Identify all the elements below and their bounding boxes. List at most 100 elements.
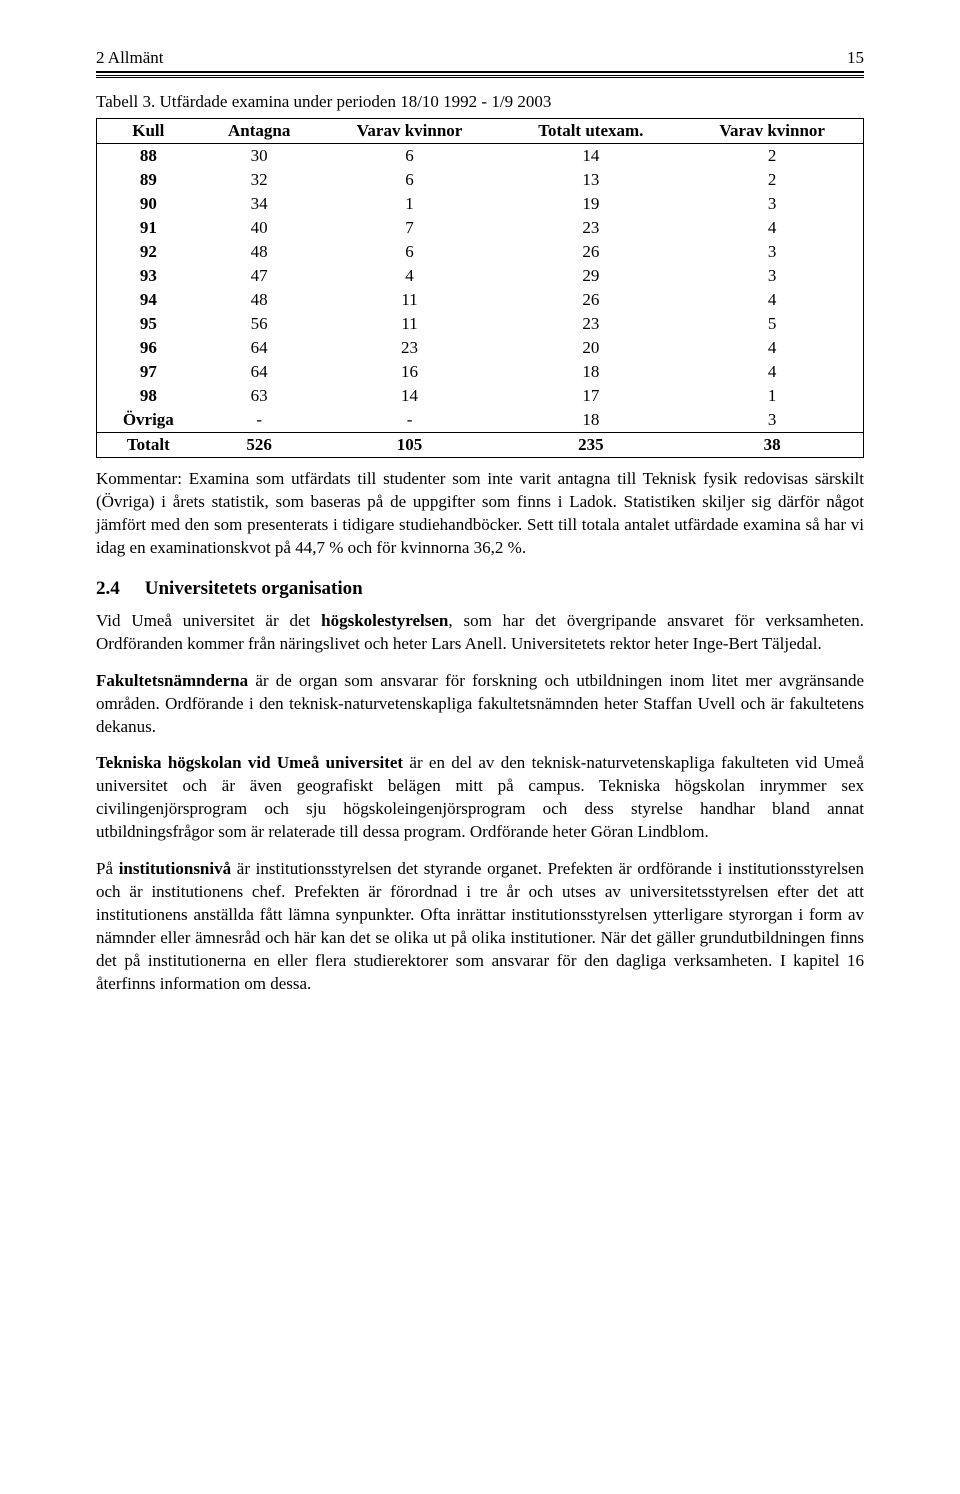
col-totalt-utexam: Totalt utexam. — [500, 119, 681, 144]
table-cell: 96 — [97, 336, 200, 360]
table-row: 944811264 — [97, 288, 863, 312]
table-cell: 63 — [200, 384, 319, 408]
document-page: 2 Allmänt 15 Tabell 3. Utfärdade examina… — [0, 0, 960, 1070]
table-cell: 23 — [500, 216, 681, 240]
col-varav-kvinnor-2: Varav kvinnor — [681, 119, 863, 144]
table-cell: 11 — [319, 312, 501, 336]
table-cell: Övriga — [97, 408, 200, 433]
table-cell: 4 — [681, 216, 863, 240]
table-cell: 11 — [319, 288, 501, 312]
section-number: 2.4 — [96, 578, 140, 600]
col-kull: Kull — [97, 119, 200, 144]
table-cell: 1 — [319, 192, 501, 216]
table-cell: 4 — [681, 288, 863, 312]
table-cell: 14 — [500, 144, 681, 169]
table-cell: 5 — [681, 312, 863, 336]
table-cell: 89 — [97, 168, 200, 192]
table-body: 8830614289326132903411939140723492486263… — [97, 144, 863, 433]
table-cell: 4 — [681, 360, 863, 384]
table-cell: 13 — [500, 168, 681, 192]
table-cell: 90 — [97, 192, 200, 216]
table-cell: 93 — [97, 264, 200, 288]
table-cell: 3 — [681, 240, 863, 264]
table-cell: 17 — [500, 384, 681, 408]
table-cell: 3 — [681, 264, 863, 288]
section-title: Universitetets organisation — [145, 578, 363, 599]
header-section: 2 Allmänt — [96, 48, 164, 68]
table-row: 88306142 — [97, 144, 863, 169]
table-header-row: Kull Antagna Varav kvinnor Totalt utexam… — [97, 119, 863, 144]
header-rule — [96, 71, 864, 78]
table-cell: 48 — [200, 240, 319, 264]
table-cell: 6 — [319, 240, 501, 264]
table-row: 966423204 — [97, 336, 863, 360]
table-cell: 2 — [681, 168, 863, 192]
table-cell: 88 — [97, 144, 200, 169]
total-antagna: 526 — [200, 433, 319, 458]
table-cell: 92 — [97, 240, 200, 264]
header-page-number: 15 — [847, 48, 864, 68]
table-total-row: Totalt 526 105 235 38 — [97, 433, 863, 458]
table-cell: - — [200, 408, 319, 433]
table-row: 986314171 — [97, 384, 863, 408]
table-cell: 4 — [681, 336, 863, 360]
table-cell: 18 — [500, 360, 681, 384]
table-cell: 30 — [200, 144, 319, 169]
table-cell: 1 — [681, 384, 863, 408]
table-cell: 16 — [319, 360, 501, 384]
total-kvinnor-1: 105 — [319, 433, 501, 458]
table-cell: 64 — [200, 336, 319, 360]
table-cell: 3 — [681, 408, 863, 433]
table-cell: 47 — [200, 264, 319, 288]
table-cell: 26 — [500, 288, 681, 312]
table-cell: 18 — [500, 408, 681, 433]
table-cell: 91 — [97, 216, 200, 240]
commentary-paragraph: Kommentar: Examina som utfärdats till st… — [96, 468, 864, 560]
col-varav-kvinnor-1: Varav kvinnor — [319, 119, 501, 144]
page-header: 2 Allmänt 15 — [96, 48, 864, 71]
examina-table-wrapper: Kull Antagna Varav kvinnor Totalt utexam… — [96, 118, 864, 458]
table-cell: 94 — [97, 288, 200, 312]
table-cell: 95 — [97, 312, 200, 336]
table-cell: 20 — [500, 336, 681, 360]
table-cell: 32 — [200, 168, 319, 192]
paragraph-institutionsniva: På institutionsnivå är institutionsstyre… — [96, 858, 864, 996]
table-cell: 26 — [500, 240, 681, 264]
table-cell: 2 — [681, 144, 863, 169]
table-cell: - — [319, 408, 501, 433]
table-cell: 6 — [319, 168, 501, 192]
table-row: 955611235 — [97, 312, 863, 336]
table-row: 89326132 — [97, 168, 863, 192]
table-row: Övriga--183 — [97, 408, 863, 433]
table-cell: 40 — [200, 216, 319, 240]
table-cell: 48 — [200, 288, 319, 312]
table-cell: 64 — [200, 360, 319, 384]
table-cell: 29 — [500, 264, 681, 288]
table-cell: 98 — [97, 384, 200, 408]
table-cell: 97 — [97, 360, 200, 384]
table-cell: 4 — [319, 264, 501, 288]
table-row: 976416184 — [97, 360, 863, 384]
total-label: Totalt — [97, 433, 200, 458]
table-cell: 23 — [500, 312, 681, 336]
table-caption: Tabell 3. Utfärdade examina under period… — [96, 92, 864, 112]
table-row: 90341193 — [97, 192, 863, 216]
examina-table: Kull Antagna Varav kvinnor Totalt utexam… — [97, 119, 863, 457]
col-antagna: Antagna — [200, 119, 319, 144]
table-row: 93474293 — [97, 264, 863, 288]
total-utexam: 235 — [500, 433, 681, 458]
table-cell: 19 — [500, 192, 681, 216]
paragraph-fakultetsnamnderna: Fakultetsnämnderna är de organ som ansva… — [96, 670, 864, 739]
table-row: 91407234 — [97, 216, 863, 240]
table-cell: 14 — [319, 384, 501, 408]
table-cell: 6 — [319, 144, 501, 169]
table-cell: 56 — [200, 312, 319, 336]
table-cell: 7 — [319, 216, 501, 240]
paragraph-tekniska-hogskolan: Tekniska högskolan vid Umeå universitet … — [96, 752, 864, 844]
table-cell: 3 — [681, 192, 863, 216]
section-heading: 2.4 Universitetets organisation — [96, 578, 864, 600]
table-row: 92486263 — [97, 240, 863, 264]
table-cell: 23 — [319, 336, 501, 360]
total-kvinnor-2: 38 — [681, 433, 863, 458]
paragraph-hogskolestyrelsen: Vid Umeå universitet är det högskolestyr… — [96, 610, 864, 656]
